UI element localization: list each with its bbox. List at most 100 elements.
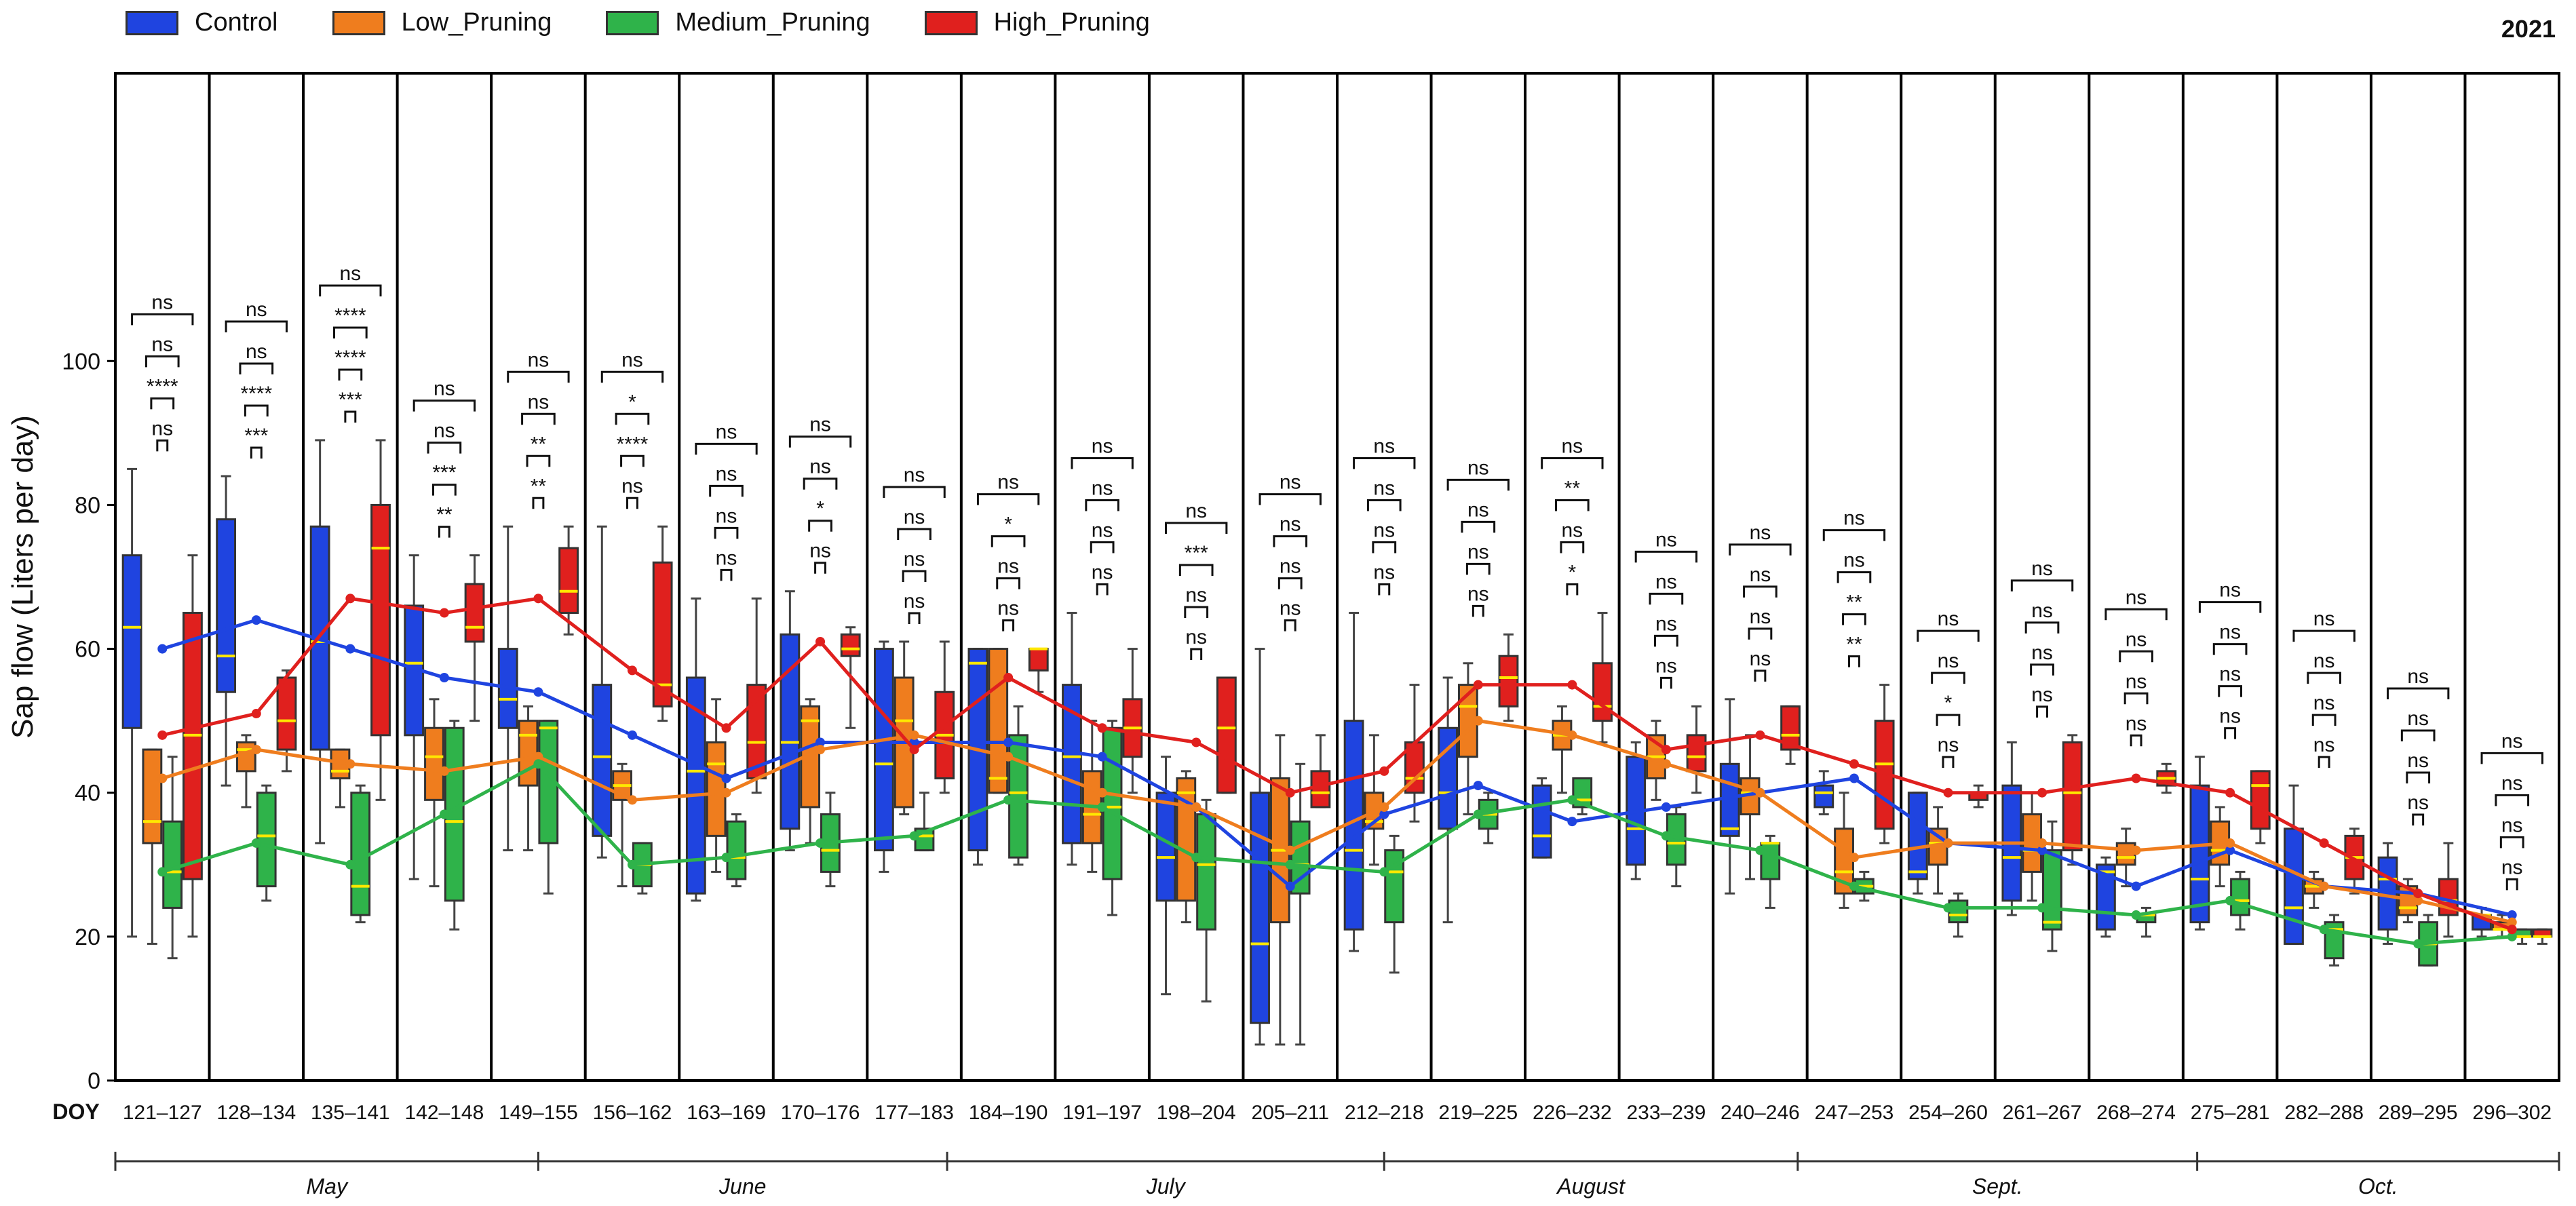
significance-bracket [2499, 836, 2524, 849]
significance-label: ns [1092, 520, 1113, 542]
significance-bracket [338, 368, 363, 381]
significance-label: ns [997, 598, 1019, 620]
significance-label: ns [1750, 522, 1771, 544]
mean-point [2131, 881, 2141, 891]
mean-point [1003, 752, 1014, 762]
significance-label: ns [716, 547, 737, 569]
significance-label: ns [2501, 814, 2523, 836]
significance-bracket [1936, 714, 1961, 726]
significance-label: ns [528, 349, 550, 371]
significance-label: ns [716, 463, 737, 485]
box-high-pruning [1686, 734, 1707, 773]
x-tick-label: 254–260 [1908, 1102, 1988, 1124]
x-tick-label: 289–295 [2379, 1102, 2458, 1124]
significance-bracket [1729, 543, 1792, 556]
significance-bracket [1560, 541, 1585, 553]
mean-point [2413, 889, 2423, 899]
mean-point [1191, 737, 1202, 747]
significance-bracket [1277, 577, 1303, 589]
significance-label: ns [1373, 520, 1395, 542]
significance-label: ** [436, 504, 453, 526]
significance-label: ns [2501, 856, 2523, 878]
mean-point [439, 608, 449, 618]
mean-line-low-pruning [161, 718, 2513, 925]
significance-label: ns [1843, 507, 1865, 530]
mean-point [627, 730, 637, 740]
significance-bracket [2318, 756, 2330, 769]
mean-point [2507, 917, 2517, 927]
significance-label: ns [2031, 642, 2053, 664]
significance-label: ns [1185, 626, 1207, 648]
significance-bracket [438, 526, 450, 538]
month-label: Oct. [2358, 1174, 2398, 1199]
box-high-pruning [464, 583, 485, 643]
box-high-pruning [558, 547, 579, 615]
mean-point [1285, 859, 1295, 870]
mean-point [1003, 795, 1014, 805]
significance-bracket [1258, 493, 1322, 505]
legend-item-medium-pruning: Medium_Pruning [606, 8, 870, 37]
y-tick-label: 100 [62, 349, 100, 374]
x-axis-label: DOY [52, 1100, 99, 1124]
significance-label: ns [1655, 655, 1677, 677]
significance-label: ns [1092, 562, 1113, 584]
significance-bracket [1353, 457, 1416, 469]
legend-swatch-control [126, 10, 178, 35]
significance-label: ns [904, 548, 925, 570]
significance-bracket [615, 412, 650, 425]
significance-bracket [1634, 550, 1698, 563]
significance-label: ns [1092, 478, 1113, 500]
legend-item-high-pruning: High_Pruning [924, 8, 1150, 37]
mean-point [1849, 881, 1859, 891]
box-medium-pruning [726, 820, 747, 880]
x-tick-label: 296–302 [2472, 1102, 2552, 1124]
box-medium-pruning [2042, 849, 2062, 931]
significance-label: ns [809, 414, 831, 436]
significance-bracket [1273, 535, 1308, 547]
mean-point [439, 809, 449, 819]
box-medium-pruning [1948, 899, 1969, 924]
box-control [780, 633, 801, 830]
mean-point [627, 795, 637, 805]
mean-point [345, 644, 355, 654]
significance-label: ns [1373, 435, 1395, 458]
significance-label: ns [1655, 528, 1677, 551]
significance-label: ** [1564, 478, 1581, 500]
significance-bracket [2480, 752, 2543, 764]
significance-bracket [1754, 669, 1767, 682]
mean-point [1191, 853, 1202, 863]
x-tick-label: 247–253 [1815, 1102, 1894, 1124]
significance-label: ns [2501, 730, 2523, 752]
mean-point [1661, 802, 1671, 812]
significance-label: ns [1280, 556, 1301, 578]
significance-bracket [131, 313, 194, 326]
significance-label: ns [809, 456, 831, 478]
mean-point [1567, 730, 1577, 740]
significance-bracket [2130, 734, 2142, 747]
legend-label-medium-pruning: Medium_Pruning [675, 8, 870, 37]
legend-label-low-pruning: Low_Pruning [401, 8, 552, 37]
legend-item-low-pruning: Low_Pruning [332, 8, 552, 37]
significance-bracket [1372, 541, 1397, 553]
significance-label: * [1004, 513, 1012, 536]
significance-label: ns [1092, 435, 1113, 458]
mean-point [627, 859, 637, 870]
significance-bracket [1748, 627, 1773, 640]
mean-point [1943, 787, 1953, 798]
x-tick-label: 261–267 [2003, 1102, 2082, 1124]
significance-bracket [2307, 672, 2341, 684]
mean-point [1379, 766, 1389, 776]
y-tick-label: 40 [75, 781, 100, 806]
significance-label: ns [528, 391, 550, 413]
mean-point [909, 831, 919, 841]
mean-point [1567, 795, 1577, 805]
significance-label: ns [621, 349, 643, 371]
significance-bracket [1085, 499, 1119, 511]
box-control [1155, 792, 1176, 902]
legend-swatch-low-pruning [332, 10, 385, 35]
mean-point [1097, 802, 1107, 812]
mean-point [251, 615, 261, 625]
mean-point [1473, 680, 1483, 690]
significance-bracket [908, 612, 921, 624]
significance-bracket [145, 355, 180, 368]
